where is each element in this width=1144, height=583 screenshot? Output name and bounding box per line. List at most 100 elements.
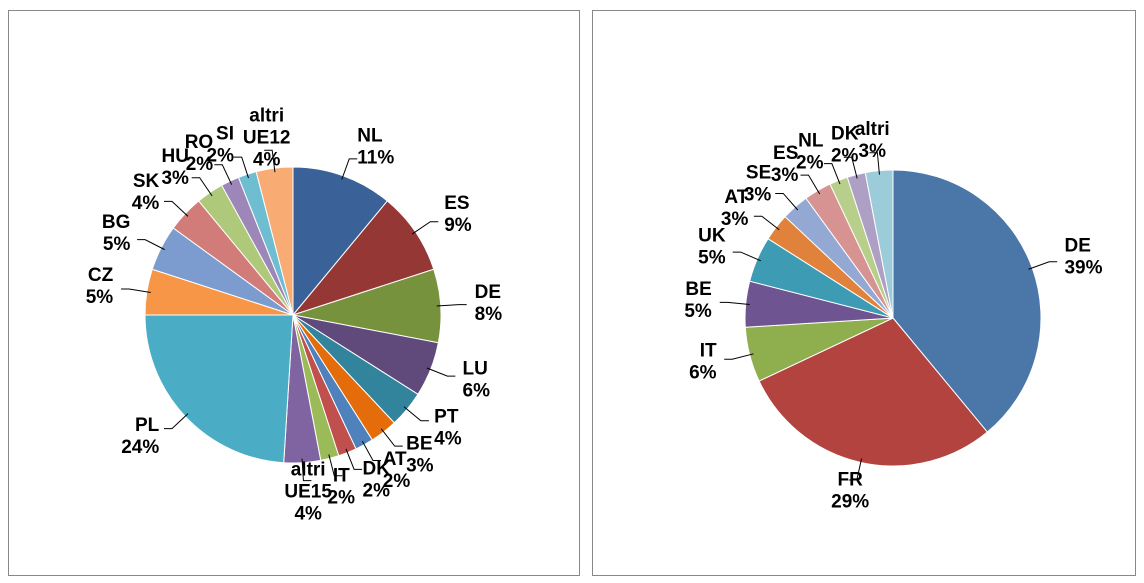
data-label: IT6% [689, 340, 717, 383]
leader-line [724, 353, 754, 360]
leader-line [869, 152, 880, 175]
category-label: NL [357, 126, 383, 147]
category-label: DE [475, 282, 501, 303]
value-label: 4% [294, 504, 322, 525]
leader-line [426, 367, 456, 377]
leader-line [843, 156, 858, 179]
leader-line [380, 428, 403, 447]
data-label: SE3% [744, 162, 772, 205]
value-label: 5% [86, 287, 114, 308]
category-label: BG [102, 212, 131, 233]
leader-line [719, 301, 750, 305]
leader-line [328, 454, 343, 477]
category-label: CZ [88, 265, 114, 286]
value-label: 2% [207, 146, 235, 167]
value-label: 5% [684, 301, 712, 322]
value-label: 6% [463, 381, 491, 402]
category-label: AT [383, 449, 407, 470]
value-label: 2% [363, 481, 391, 502]
leader-line [361, 440, 381, 461]
category-label: SK [133, 171, 160, 192]
leader-line [823, 163, 841, 185]
value-label: 6% [689, 362, 717, 383]
value-label: 3% [744, 184, 772, 205]
leader-line [137, 239, 165, 251]
category-label: RO [185, 132, 214, 153]
category-label: altri UE15 [284, 460, 332, 503]
leader-line [264, 149, 276, 173]
leader-line [341, 158, 358, 180]
category-label: ES [444, 193, 469, 214]
category-label: DK [363, 459, 391, 480]
data-label: RO2% [185, 132, 214, 175]
data-label: UK5% [698, 225, 726, 268]
data-label: DK2% [831, 124, 859, 167]
category-label: BE [685, 279, 711, 300]
category-label: PL [135, 415, 160, 436]
value-label: 2% [328, 487, 356, 508]
value-label: 29% [831, 492, 869, 513]
data-label: DK2% [363, 459, 391, 502]
value-label: 2% [383, 471, 411, 492]
data-label: HU3% [161, 146, 189, 189]
category-label: DE [1064, 236, 1090, 257]
leader-line [411, 221, 439, 235]
data-label: SI2% [207, 124, 235, 167]
category-label: AT [724, 187, 748, 208]
leader-line [121, 288, 151, 293]
value-label: 11% [357, 148, 394, 169]
category-label: UK [698, 225, 726, 246]
leader-line [732, 251, 762, 262]
data-label: AT2% [383, 449, 411, 492]
category-label: BE [406, 434, 432, 455]
data-label: SK4% [132, 171, 160, 214]
data-label: ES3% [771, 143, 799, 186]
value-label: 4% [434, 428, 462, 449]
leader-line [214, 164, 233, 185]
value-label: 9% [444, 215, 472, 236]
value-label: 5% [698, 247, 726, 268]
value-label: 2% [831, 146, 859, 167]
data-label: CZ5% [86, 265, 114, 308]
category-label: SI [216, 124, 234, 145]
category-label: DK [831, 124, 859, 145]
value-label: 3% [771, 165, 799, 186]
leader-line [403, 406, 429, 422]
data-label: LU6% [463, 359, 491, 402]
category-label: NL [798, 130, 824, 151]
value-label: 3% [721, 209, 749, 230]
category-label: altri [855, 119, 890, 140]
value-label: 4% [253, 149, 281, 170]
data-label: PT4% [434, 406, 462, 449]
category-label: PT [434, 406, 459, 427]
data-label: BG5% [102, 212, 131, 255]
leader-line [163, 200, 189, 217]
value-label: 3% [406, 456, 434, 477]
category-label: SE [746, 162, 771, 183]
value-label: 5% [103, 234, 131, 255]
value-label: 3% [161, 168, 189, 189]
data-label: ES9% [444, 193, 472, 236]
data-label: NL2% [796, 130, 824, 173]
leader-line [775, 192, 799, 211]
leader-line [163, 413, 189, 430]
value-label: 4% [132, 193, 160, 214]
value-label: 3% [859, 141, 887, 162]
category-label: ES [773, 143, 798, 164]
leader-line [191, 177, 213, 197]
category-label: LU [463, 359, 488, 380]
leader-line [800, 174, 821, 195]
category-label: IT [700, 340, 717, 361]
leader-line [436, 304, 467, 307]
leader-line [233, 156, 249, 179]
category-label: FR [838, 470, 864, 491]
data-label: IT2% [328, 465, 356, 508]
leader-line [1028, 261, 1058, 270]
value-label: 8% [475, 304, 503, 325]
